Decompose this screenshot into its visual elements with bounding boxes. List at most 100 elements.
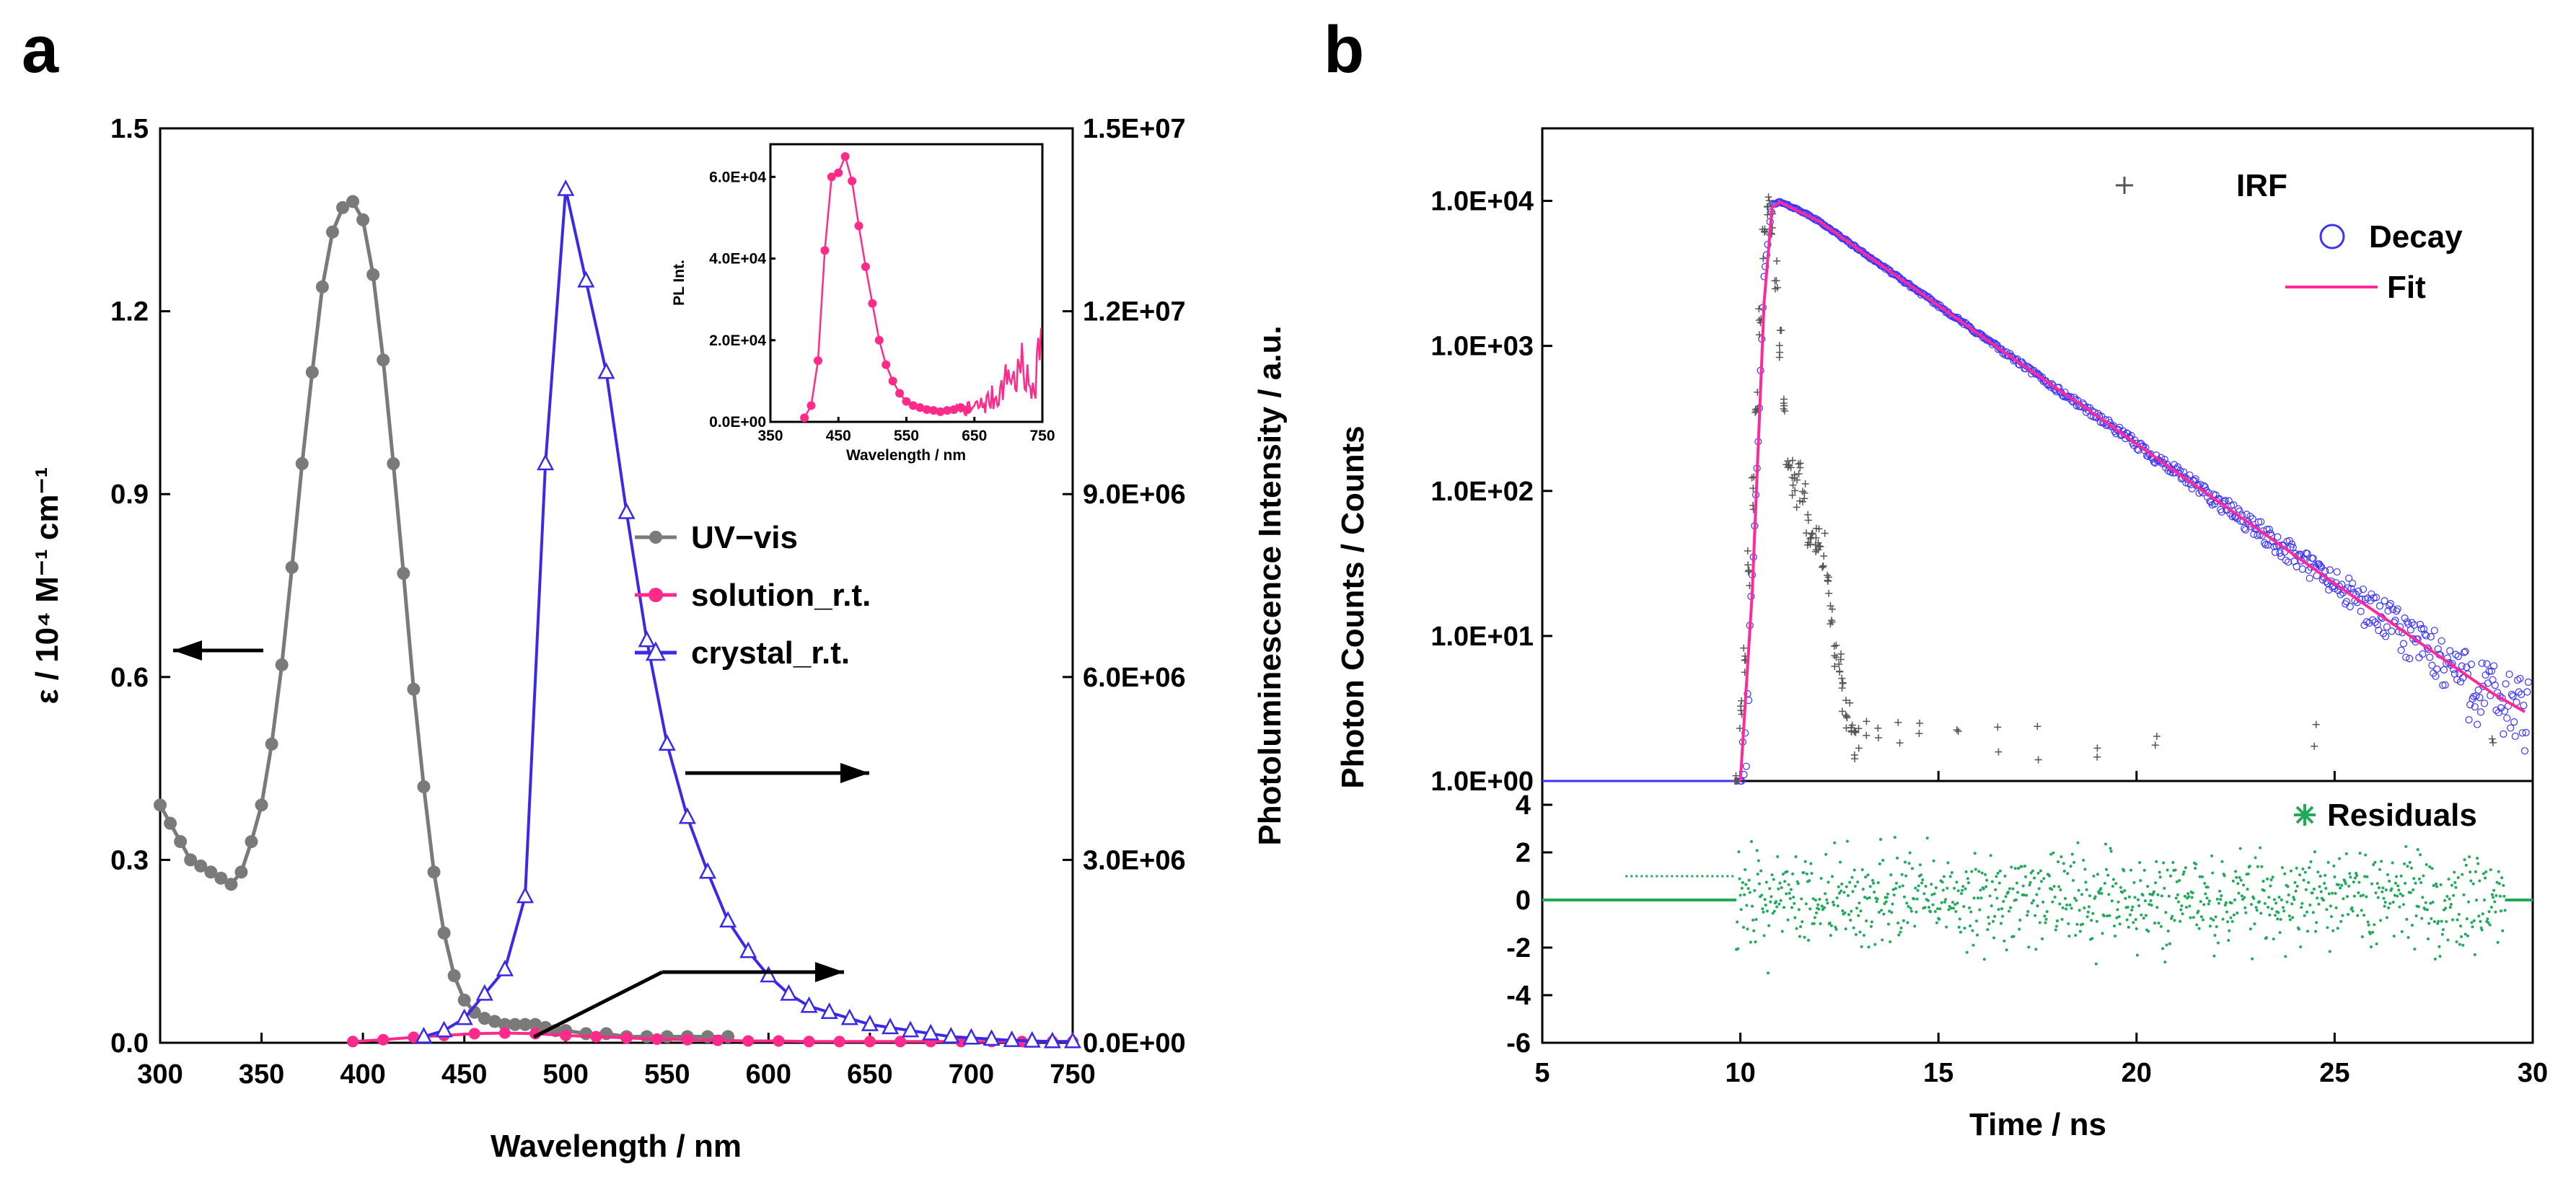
residual-point — [1829, 924, 1833, 927]
residual-point — [1776, 855, 1780, 858]
decay-point — [2511, 732, 2519, 741]
residual-point — [1915, 897, 1919, 901]
residual-point — [2497, 882, 2501, 886]
residual-point — [2456, 918, 2459, 922]
residual-point — [1842, 891, 1846, 894]
decay-point — [2416, 620, 2425, 629]
residual-point — [2470, 921, 2474, 925]
uvvis-point — [488, 1015, 501, 1028]
residual-point — [2308, 903, 2312, 906]
residual-point — [1816, 903, 1820, 906]
residual-point — [1850, 875, 1854, 879]
residual-point — [2118, 922, 2122, 926]
residual-point — [1845, 839, 1849, 843]
uvvis-point — [366, 268, 380, 281]
residual-point — [2173, 919, 2176, 922]
residual-point — [2383, 901, 2387, 904]
crystal-point — [800, 996, 818, 1013]
residual-point — [1803, 860, 1807, 863]
decay-point — [2236, 507, 2243, 516]
legend-crystal: crystal_r.t. — [635, 635, 850, 671]
residual-point — [1777, 902, 1781, 906]
residual-point — [1872, 881, 1876, 885]
residual-point — [1883, 902, 1886, 906]
residual-point — [2438, 955, 2442, 958]
residual-point — [1795, 927, 1798, 930]
decay-point — [2432, 672, 2440, 680]
decay-point — [2342, 598, 2350, 606]
residual-point — [2054, 925, 2058, 928]
solution-point — [773, 1035, 785, 1047]
residual-point — [1943, 900, 1946, 904]
decay-point — [2419, 625, 2428, 633]
decay-point — [2277, 552, 2285, 560]
residual-point — [1897, 933, 1901, 937]
residual-point — [1930, 893, 1934, 896]
residual-point — [1782, 906, 1786, 909]
residual-point — [1974, 919, 1978, 923]
residual-point — [2083, 868, 2087, 871]
irf-point — [1748, 474, 1756, 482]
residual-point — [2409, 866, 2413, 870]
panel-b-bottom-y-tick-label: 4 — [1516, 790, 1531, 821]
irf-point — [1732, 772, 1740, 780]
decay-point — [2391, 617, 2399, 625]
residual-point — [1922, 892, 1926, 896]
inset-chart: 350 450 550 650 750 0.0E+00 2.0E+04 4.0E+04 6.0E… — [671, 143, 1055, 464]
residual-point — [1917, 884, 1920, 888]
decay-point — [2463, 663, 2471, 671]
residual-point — [2207, 899, 2211, 903]
residual-point — [2444, 906, 2448, 910]
residual-point — [2474, 870, 2477, 873]
residual-point — [2251, 957, 2254, 961]
residual-point — [2478, 879, 2482, 883]
residual-point — [2391, 861, 2394, 865]
irf-point — [2093, 753, 2101, 761]
solution-point — [560, 1029, 572, 1041]
residual-point — [2461, 943, 2465, 947]
residual-point — [2271, 875, 2274, 879]
crystal-point — [597, 362, 615, 379]
residual-point — [2103, 881, 2106, 885]
uvvis-point — [457, 993, 471, 1007]
residual-point — [1902, 895, 1906, 899]
decay-point — [2221, 497, 2229, 505]
residual-point — [2332, 864, 2336, 868]
solution-point — [833, 1036, 845, 1048]
residual-point — [2131, 905, 2135, 909]
decay-point — [2373, 621, 2381, 629]
irf-point — [1788, 456, 1796, 464]
decay-point — [2225, 497, 2233, 505]
solution-point — [894, 1036, 907, 1048]
decay-point — [2524, 678, 2533, 686]
residual-point — [2179, 908, 2183, 912]
residual-point — [2423, 907, 2427, 911]
residual-point — [1871, 878, 1875, 882]
residual-point — [2467, 900, 2471, 904]
residual-point — [2502, 894, 2506, 898]
residual-point — [2365, 875, 2369, 878]
residual-point — [2307, 881, 2311, 884]
residual-point — [2032, 899, 2036, 902]
residual-point — [2122, 869, 2126, 873]
irf-point — [1759, 255, 1767, 262]
residual-point — [2293, 881, 2297, 884]
decay-point — [2480, 700, 2489, 707]
crystal-point — [1063, 1031, 1082, 1049]
decay-point — [2213, 497, 2221, 505]
irf-point — [1838, 674, 1846, 682]
residual-point — [2083, 906, 2086, 910]
residual-point — [2377, 886, 2381, 890]
residual-point — [2388, 901, 2392, 905]
inset-solution-point — [956, 403, 965, 412]
residual-point — [2487, 921, 2490, 925]
residual-point — [2352, 894, 2356, 898]
panel-b-top-y-tick-label: 1.0E+01 — [1430, 622, 1534, 652]
crystal-point — [962, 1028, 980, 1045]
residual-point — [2337, 857, 2341, 860]
residual-point — [2435, 885, 2439, 888]
residual-point — [1935, 921, 1939, 925]
residual-point — [1920, 873, 1923, 877]
residual-point — [1838, 860, 1842, 864]
residual-point — [1763, 898, 1767, 901]
